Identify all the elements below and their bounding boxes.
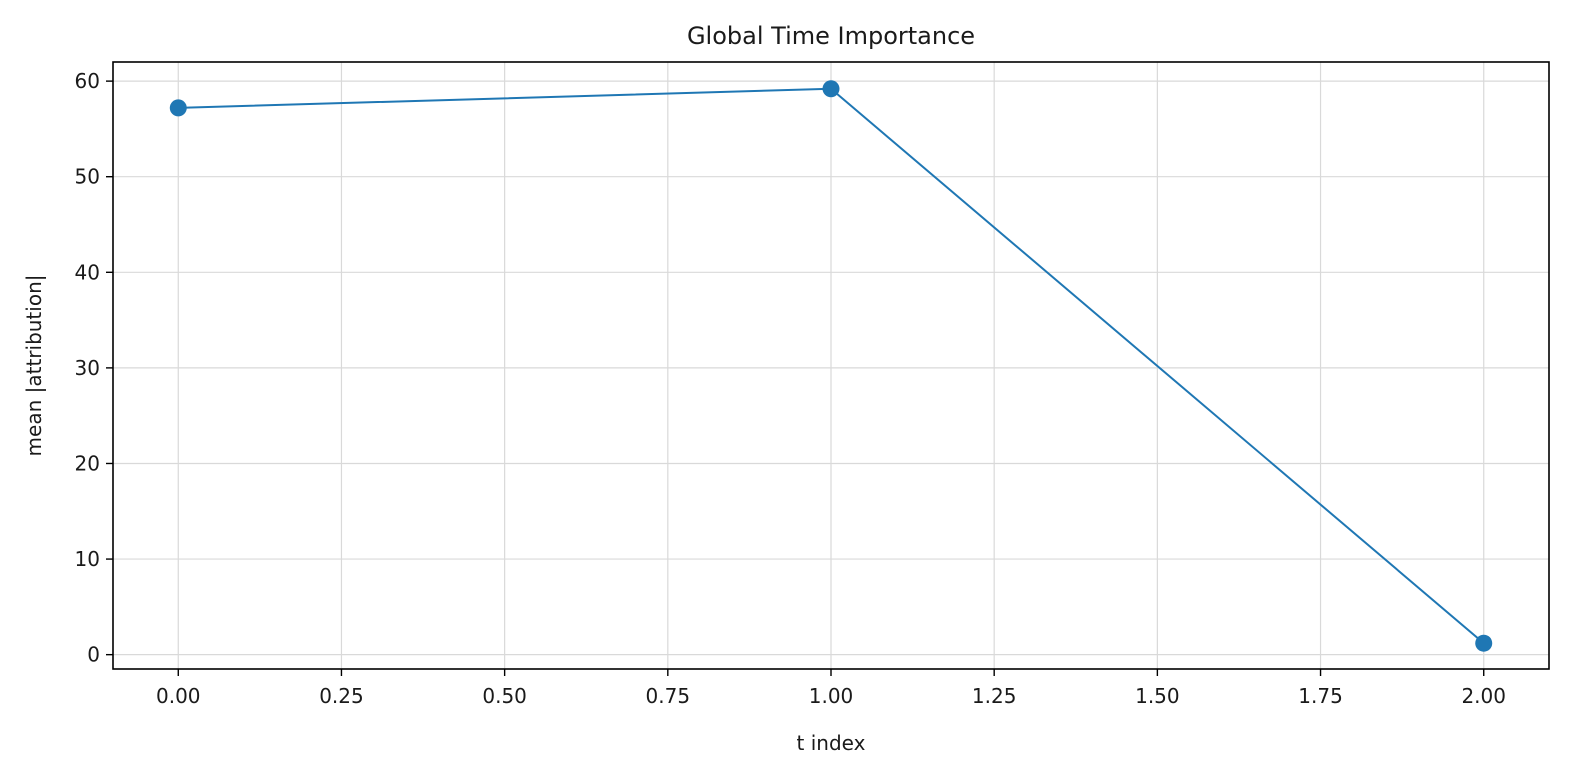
- x-tick-label: 2.00: [1461, 684, 1506, 708]
- x-tick-label: 0.00: [156, 684, 201, 708]
- chart-title: Global Time Importance: [687, 22, 975, 50]
- y-tick-label: 30: [75, 356, 100, 380]
- y-axis-label: mean |attribution|: [22, 275, 46, 457]
- data-point: [822, 80, 840, 98]
- x-tick-label: 0.75: [646, 684, 691, 708]
- y-tick-label: 60: [75, 69, 100, 93]
- x-tick-label: 1.50: [1135, 684, 1180, 708]
- y-tick-label: 50: [75, 165, 100, 189]
- y-tick-label: 40: [75, 260, 100, 284]
- data-point: [169, 99, 187, 117]
- series-layer: [169, 80, 1493, 652]
- x-tick-label: 1.00: [809, 684, 854, 708]
- y-axis: 0 10 20 30 40 50 60: [75, 69, 113, 667]
- x-tick-label: 1.25: [972, 684, 1017, 708]
- y-tick-label: 10: [75, 547, 100, 571]
- y-tick-label: 0: [87, 643, 100, 667]
- x-tick-label: 1.75: [1298, 684, 1343, 708]
- gridlines: [113, 62, 1549, 669]
- x-axis: 0.00 0.25 0.50 0.75 1.00 1.25 1.50 1.75 2.00: [156, 669, 1506, 708]
- x-tick-label: 0.25: [319, 684, 364, 708]
- data-point: [1475, 634, 1493, 652]
- x-tick-label: 0.50: [482, 684, 527, 708]
- y-tick-label: 20: [75, 451, 100, 475]
- x-axis-label: t index: [797, 731, 866, 755]
